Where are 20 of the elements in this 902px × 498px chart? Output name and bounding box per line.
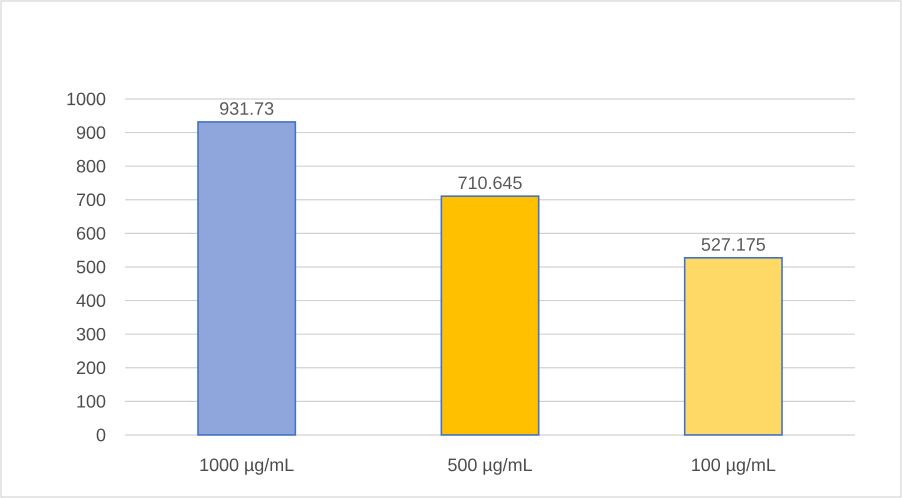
data-label: 527.175 [702,238,765,251]
y-tick-label: 1000 [67,92,106,106]
bar [197,121,296,436]
data-label: 710.645 [458,176,522,190]
y-tick-label: 500 [76,260,106,274]
y-tick-label: 300 [76,328,106,341]
y-tick-label: 0 [96,428,106,442]
bar [440,195,540,436]
x-tick-label: 100 µg/mL [692,458,776,475]
data-label: 931.73 [220,102,274,115]
y-tick-label: 900 [76,126,106,139]
y-tick-label: 700 [76,193,106,206]
y-tick-label: 100 [77,395,106,408]
y-tick-label: 800 [76,160,106,173]
y-tick-label: 400 [76,294,106,307]
x-tick-label: 500 µg/mL [448,458,532,475]
y-tick-label: 200 [76,361,106,374]
bar [684,257,783,436]
y-tick-label: 600 [76,227,106,240]
x-tick-label: 1000 µg/mL [200,458,294,475]
